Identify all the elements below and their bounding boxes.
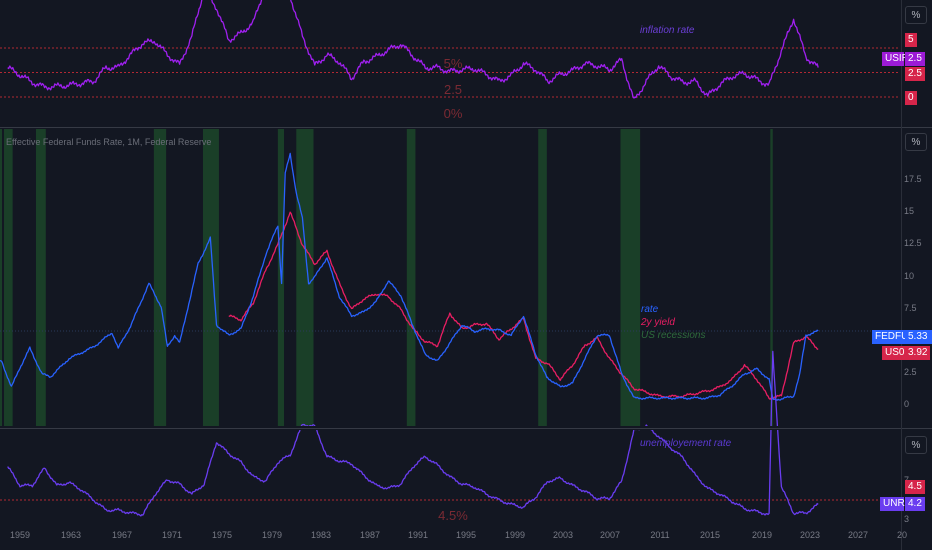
unrate-value-badge: 4.2 (905, 497, 925, 511)
recession-band (202, 128, 219, 428)
inflation-series-line (7, 0, 819, 99)
top-tick-badge-2-5: 2.5 (905, 67, 925, 81)
mid-tick-17-5: 17.5 (904, 174, 922, 184)
mid-tick-12-5: 12.5 (904, 238, 922, 248)
x-tick: 1959 (9, 530, 31, 540)
x-tick: 2015 (699, 530, 721, 540)
top-value-badge: 2.5 (905, 52, 925, 66)
pane-separator-bottom[interactable] (0, 428, 932, 429)
x-tick: 1987 (359, 530, 381, 540)
recession-band (620, 128, 641, 428)
mid-tick-0: 0 (904, 399, 910, 409)
x-tick: 1995 (455, 530, 477, 540)
recession-band (0, 128, 2, 428)
mid-tick-10: 10 (904, 271, 915, 281)
time-axis-background (0, 524, 932, 550)
chart-title: Effective Federal Funds Rate, 1M, Federa… (6, 137, 212, 147)
recession-band (35, 128, 46, 428)
unemployment-series-line (7, 350, 819, 517)
level-label-5: 5% (443, 56, 463, 71)
recession-band (296, 128, 314, 428)
x-tick: 2019 (751, 530, 773, 540)
x-tick: 1979 (261, 530, 283, 540)
legend-unemployment: unemployement rate (640, 438, 732, 449)
mid-percent-toggle[interactable]: % (905, 133, 927, 151)
x-tick: 2027 (847, 530, 869, 540)
recession-band (538, 128, 547, 428)
x-tick: 20 (896, 530, 908, 540)
level-label-4-5: 4.5% (438, 508, 468, 523)
level-label-2-5: 2.5 (443, 82, 463, 97)
recession-band (153, 128, 167, 428)
x-tick: 2003 (552, 530, 574, 540)
x-tick: 1991 (407, 530, 429, 540)
bot-tick-badge-4-5: 4.5 (905, 480, 925, 494)
recession-band (406, 128, 416, 428)
pane-separator-top[interactable] (0, 127, 932, 128)
x-tick: 1971 (161, 530, 183, 540)
legend-rate: rate (641, 304, 659, 315)
recession-band (770, 128, 773, 428)
fedfunds-value-badge: 5.33 (905, 330, 931, 344)
top-percent-toggle[interactable]: % (905, 6, 927, 24)
top-tick-badge-0: 0 (905, 91, 917, 105)
mid-tick-2-5: 2.5 (904, 367, 917, 377)
x-tick: 1963 (60, 530, 82, 540)
bot-percent-toggle[interactable]: % (905, 436, 927, 454)
level-label-0: 0% (443, 106, 463, 121)
x-tick: 1975 (211, 530, 233, 540)
x-tick: 2023 (799, 530, 821, 540)
legend-2y-yield: 2y yield (641, 317, 675, 328)
level-lines (0, 47, 900, 501)
price-axis-border (901, 0, 902, 550)
recession-band (4, 128, 13, 428)
yield-2y-series-line (228, 211, 819, 400)
bot-tick-3: 3 (904, 514, 910, 524)
x-tick: 2011 (650, 530, 670, 540)
legend-recessions: US recessions (641, 330, 706, 341)
recession-bands (0, 128, 773, 428)
us02y-value-badge: 3.92 (905, 346, 931, 360)
top-symbol-badge: USIRYY (882, 52, 922, 66)
top-tick-badge-5: 5 (905, 33, 917, 47)
x-tick: 1983 (310, 530, 332, 540)
x-tick: 1967 (111, 530, 133, 540)
legend-inflation: inflation rate (640, 25, 695, 36)
x-tick: 1999 (504, 530, 526, 540)
unrate-symbol-badge: UNRATE (880, 497, 923, 511)
x-tick: 2007 (599, 530, 621, 540)
fedfunds-series-line (0, 152, 819, 401)
mid-tick-15: 15 (904, 206, 915, 216)
mid-tick-7-5: 7.5 (904, 303, 917, 313)
